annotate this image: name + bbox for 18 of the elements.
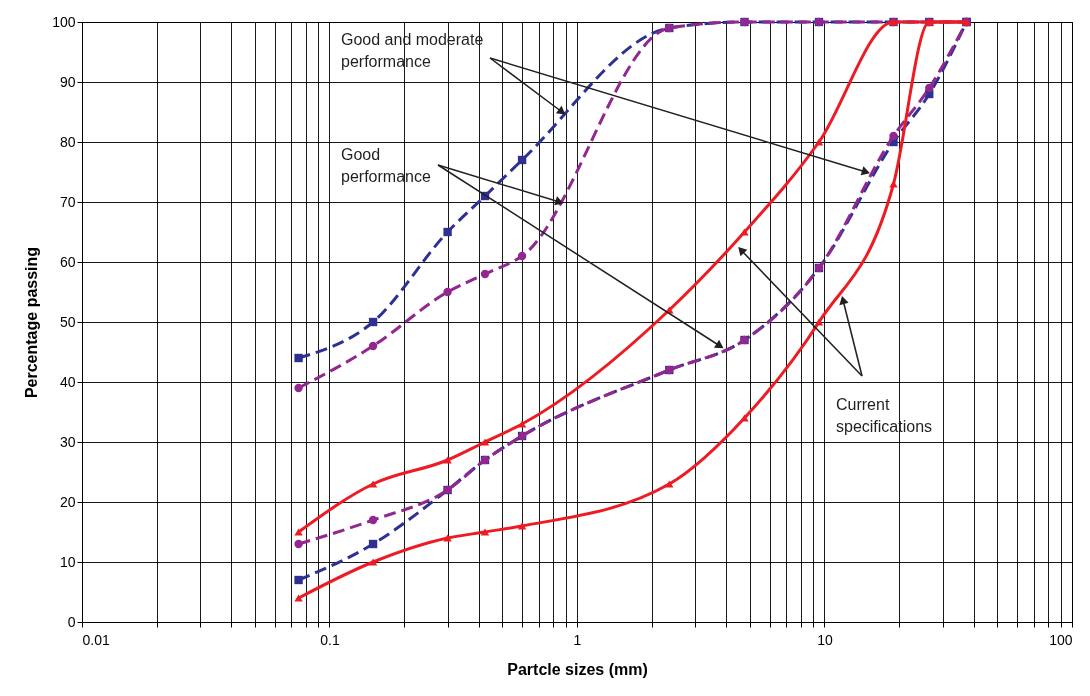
x-tick-label: 10 [817, 631, 833, 648]
y-tick-label: 20 [59, 493, 76, 510]
y-tick-label: 80 [59, 133, 76, 150]
x-tick-label: 100 [1049, 631, 1073, 648]
y-tick-label: 10 [59, 553, 76, 570]
y-tick-label: 100 [52, 13, 76, 30]
y-tick-label: 40 [59, 373, 76, 390]
y-tick-label: 90 [59, 73, 76, 90]
y-tick-label: 70 [59, 193, 76, 210]
x-axis-title: Partcle sizes (mm) [507, 660, 648, 678]
x-tick-label: 0.01 [82, 631, 110, 648]
x-tick-label: 1 [573, 631, 582, 648]
y-tick-label: 50 [59, 313, 76, 330]
y-tick-label: 30 [59, 433, 76, 450]
y-tick-label: 0 [67, 613, 76, 630]
x-tick-label: 0.1 [320, 631, 340, 648]
y-tick-label: 60 [59, 253, 76, 270]
y-axis-title: Percentage passing [23, 246, 41, 399]
